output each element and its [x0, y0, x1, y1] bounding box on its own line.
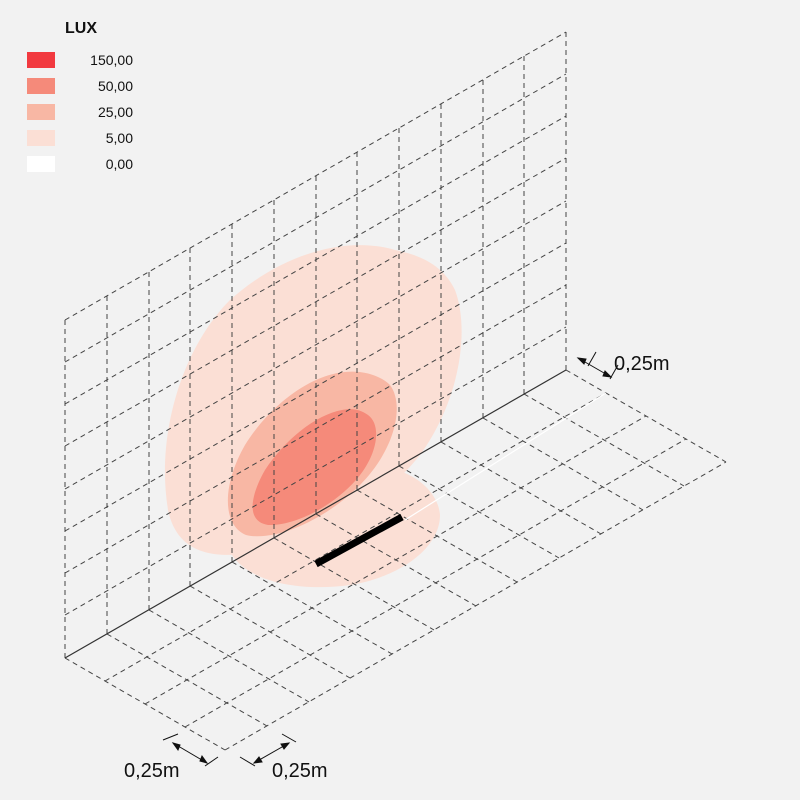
legend-item: 50,00 — [27, 73, 147, 99]
legend-swatch — [27, 78, 55, 94]
lux-legend: LUX 150,00 50,00 25,00 5,00 0,00 — [27, 20, 147, 177]
wall-grid — [64, 31, 567, 658]
illuminance-contours — [164, 245, 462, 588]
dimension-wall-grid — [576, 351, 619, 380]
legend-swatch — [27, 104, 55, 120]
dimension-label-floor-width: 0,25m — [272, 760, 328, 782]
legend-swatch — [27, 130, 55, 146]
legend-item: 150,00 — [27, 47, 147, 73]
dimension-floor-depth — [162, 733, 219, 767]
legend-value: 5,00 — [105, 130, 133, 146]
dimension-floor-width — [239, 733, 297, 767]
legend-swatch — [27, 156, 55, 172]
legend-item: 25,00 — [27, 99, 147, 125]
legend-value: 25,00 — [97, 104, 133, 120]
luminaire-fixture — [314, 513, 404, 568]
contour-5-lux-floor — [232, 468, 440, 588]
legend-title: LUX — [65, 20, 97, 37]
contour-50-lux — [252, 409, 377, 526]
legend-value: 150,00 — [90, 52, 133, 68]
dimension-label-floor-depth: 0,25m — [124, 760, 180, 782]
fixture-axis-line — [404, 392, 607, 521]
dimension-label-wall: 0,25m — [614, 353, 670, 375]
legend-value: 0,00 — [105, 156, 133, 172]
legend-item: 0,00 — [27, 151, 147, 177]
legend-item: 5,00 — [27, 125, 147, 151]
floor-grid — [64, 369, 727, 751]
wall-floor-edge — [64, 369, 567, 659]
plane-edges — [64, 369, 607, 659]
legend-swatch — [27, 52, 55, 68]
legend-value: 50,00 — [97, 78, 133, 94]
